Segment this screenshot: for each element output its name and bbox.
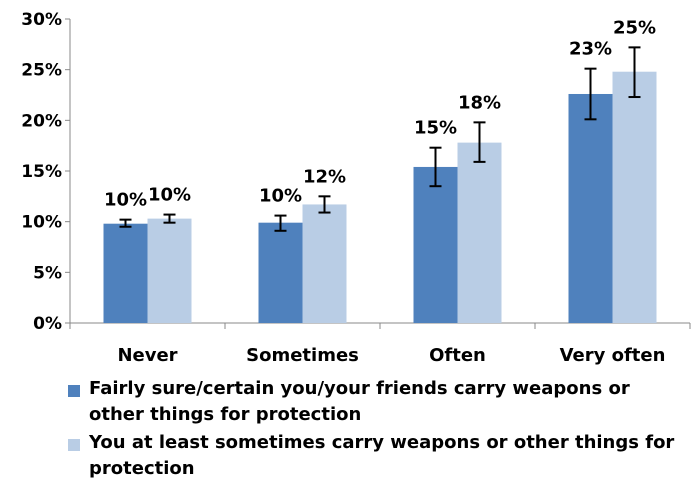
bar: [258, 222, 303, 323]
bar: [147, 218, 192, 323]
y-tick-label: 5%: [33, 263, 62, 283]
bar: [103, 223, 148, 323]
data-label: 25%: [613, 17, 656, 38]
x-category-label: Very often: [560, 345, 666, 366]
legend: Fairly sure/certain you/your friends car…: [68, 376, 678, 484]
y-tick-label: 25%: [21, 61, 62, 81]
legend-swatch-series-2: [68, 439, 80, 451]
legend-item-series-1: Fairly sure/certain you/your friends car…: [68, 376, 678, 428]
x-category-label: Never: [117, 345, 177, 366]
y-tick-label: 15%: [21, 162, 62, 182]
y-tick-label: 20%: [21, 111, 62, 131]
bar: [413, 166, 458, 323]
bar: [612, 71, 657, 324]
bar: [457, 142, 502, 323]
data-label: 10%: [259, 186, 302, 207]
y-tick-label: 10%: [21, 213, 62, 233]
legend-swatch-series-1: [68, 385, 80, 397]
legend-label-series-2: You at least sometimes carry weapons or …: [89, 432, 675, 479]
data-label: 15%: [414, 118, 457, 139]
data-label: 10%: [104, 190, 147, 211]
x-category-label: Sometimes: [246, 345, 359, 366]
data-label: 10%: [148, 185, 191, 206]
legend-item-series-2: You at least sometimes carry weapons or …: [68, 430, 678, 482]
data-label: 18%: [458, 92, 501, 113]
y-tick-label: 30%: [21, 10, 62, 30]
y-tick-label: 0%: [33, 314, 62, 334]
bar: [302, 204, 347, 323]
bar: [568, 93, 613, 323]
data-label: 23%: [569, 39, 612, 60]
legend-label-series-1: Fairly sure/certain you/your friends car…: [89, 378, 630, 425]
x-category-label: Often: [429, 345, 486, 366]
data-label: 12%: [303, 166, 346, 187]
